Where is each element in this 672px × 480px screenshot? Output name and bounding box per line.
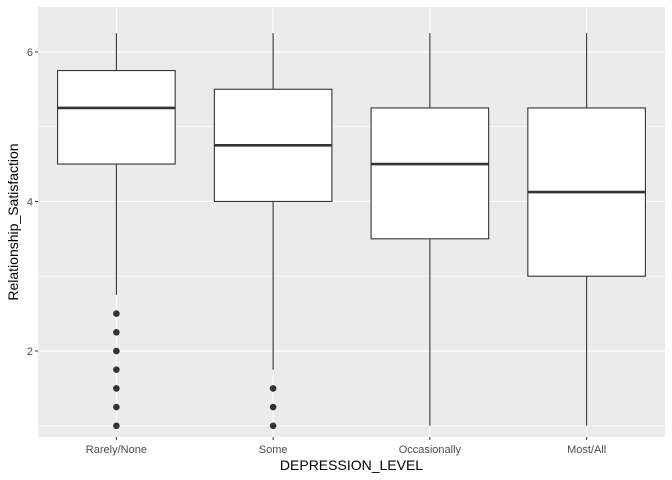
outlier-point (113, 366, 120, 373)
outlier-point (113, 347, 120, 355)
y-axis-title: Relationship_Satisfaction (5, 143, 21, 300)
box-group (213, 33, 333, 430)
outlier-point (113, 310, 120, 317)
x-tick-label: Occasionally (399, 444, 462, 456)
box-group (527, 33, 646, 426)
outlier-point (269, 422, 277, 430)
outlier-point (113, 422, 120, 430)
y-tick-label: 2 (27, 346, 33, 358)
box-group (57, 33, 176, 430)
y-tick-label: 6 (27, 47, 33, 59)
outlier-point (269, 385, 277, 392)
boxes (57, 33, 646, 430)
box (57, 70, 176, 165)
outlier-point (113, 403, 120, 411)
x-tick-label: Rarely/None (86, 444, 147, 456)
y-axis: 2 4 6 (27, 47, 38, 358)
x-tick-label: Most/All (567, 444, 606, 456)
x-axis-title: DEPRESSION_LEVEL (280, 457, 423, 473)
outlier-point (113, 385, 120, 392)
x-axis: Rarely/None Some Occasionally Most/All (86, 437, 606, 456)
y-tick-label: 4 (27, 196, 33, 208)
outlier-point (269, 403, 277, 411)
outlier-point (113, 329, 120, 336)
box (370, 107, 490, 240)
x-tick-label: Some (259, 444, 288, 456)
box-group (370, 33, 490, 426)
